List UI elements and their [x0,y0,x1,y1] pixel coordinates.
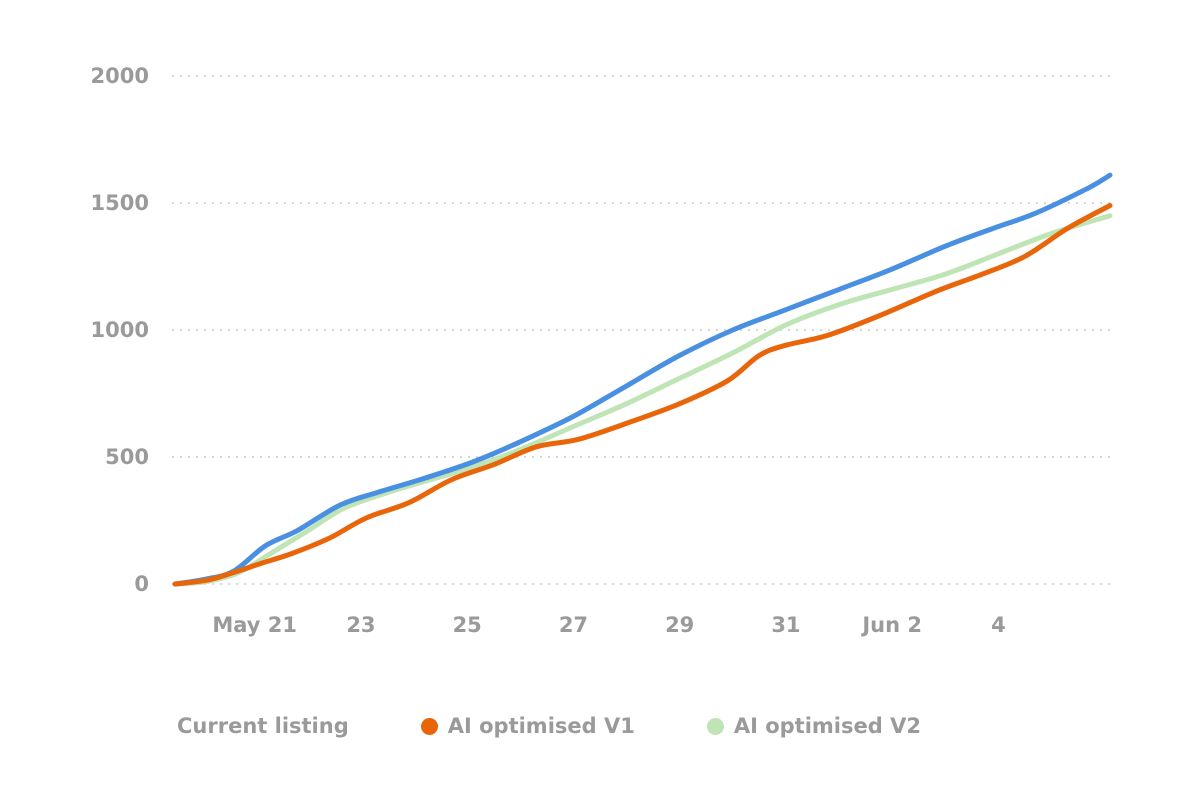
grid-lines [172,75,1112,585]
series-line-ai-optimised-v1 [172,203,1113,587]
y-tick-label-2000: 2000 [91,64,149,88]
legend-label-ai-optimised-v2: AI optimised V2 [733,714,921,738]
series-line-current-listing [172,172,1113,587]
series-lines [172,172,1113,587]
legend-marker-ai-optimised-v2 [706,717,724,735]
y-axis-ticks: 0 500 1000 1500 2000 [91,64,149,596]
x-tick-label-jun-2: Jun 2 [860,613,922,637]
legend-marker-ai-optimised-v1 [420,717,438,735]
x-tick-label-27: 27 [559,613,588,637]
y-tick-label-0: 0 [134,572,149,596]
series-line-ai-optimised-v2 [172,213,1113,587]
legend-label-current-listing: Current listing [177,714,349,738]
x-axis-ticks: May 21 23 25 27 29 31 Jun 2 4 [212,613,1005,637]
legend-item-ai-optimised-v1[interactable]: AI optimised V1 [420,714,635,738]
x-tick-label-23: 23 [346,613,375,637]
x-tick-label-4: 4 [991,613,1006,637]
x-tick-label-29: 29 [665,613,694,637]
y-tick-label-1000: 1000 [91,318,149,342]
x-tick-label-31: 31 [771,613,800,637]
x-tick-label-25: 25 [453,613,482,637]
legend-item-current-listing[interactable]: Current listing [177,714,349,738]
legend-item-ai-optimised-v2[interactable]: AI optimised V2 [706,714,921,738]
legend-label-ai-optimised-v1: AI optimised V1 [447,714,635,738]
legend: Current listing AI optimised V1 AI optim… [177,708,921,744]
y-tick-label-1500: 1500 [91,191,149,215]
x-tick-label-may-21: May 21 [212,613,297,637]
y-tick-label-500: 500 [105,445,149,469]
